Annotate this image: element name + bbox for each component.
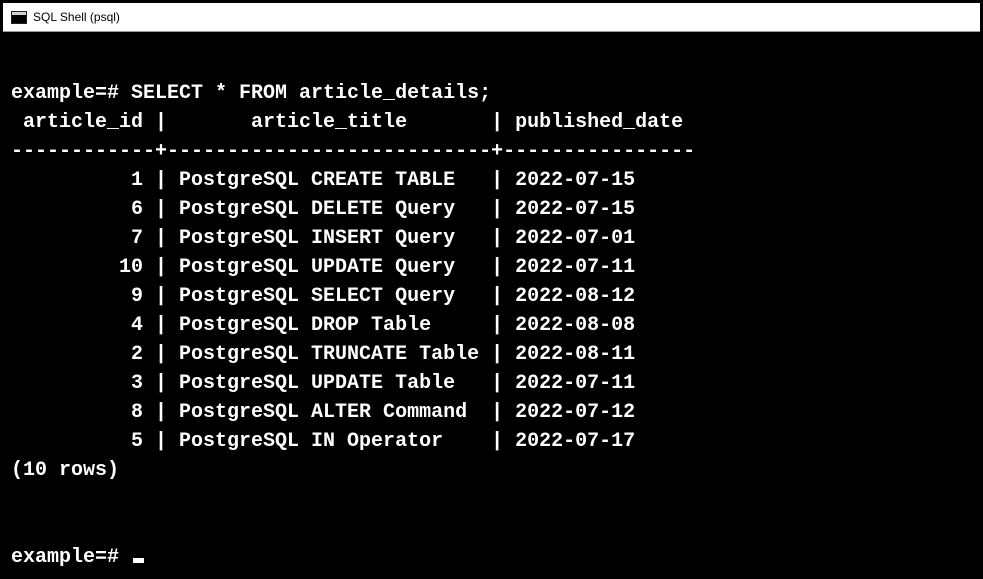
terminal-icon xyxy=(11,11,27,24)
window-frame: SQL Shell (psql) example=# SELECT * FROM… xyxy=(0,0,983,579)
terminal-output[interactable]: example=# SELECT * FROM article_details;… xyxy=(3,32,980,576)
window-title: SQL Shell (psql) xyxy=(33,10,120,24)
cursor xyxy=(133,558,144,563)
titlebar[interactable]: SQL Shell (psql) xyxy=(3,3,980,32)
